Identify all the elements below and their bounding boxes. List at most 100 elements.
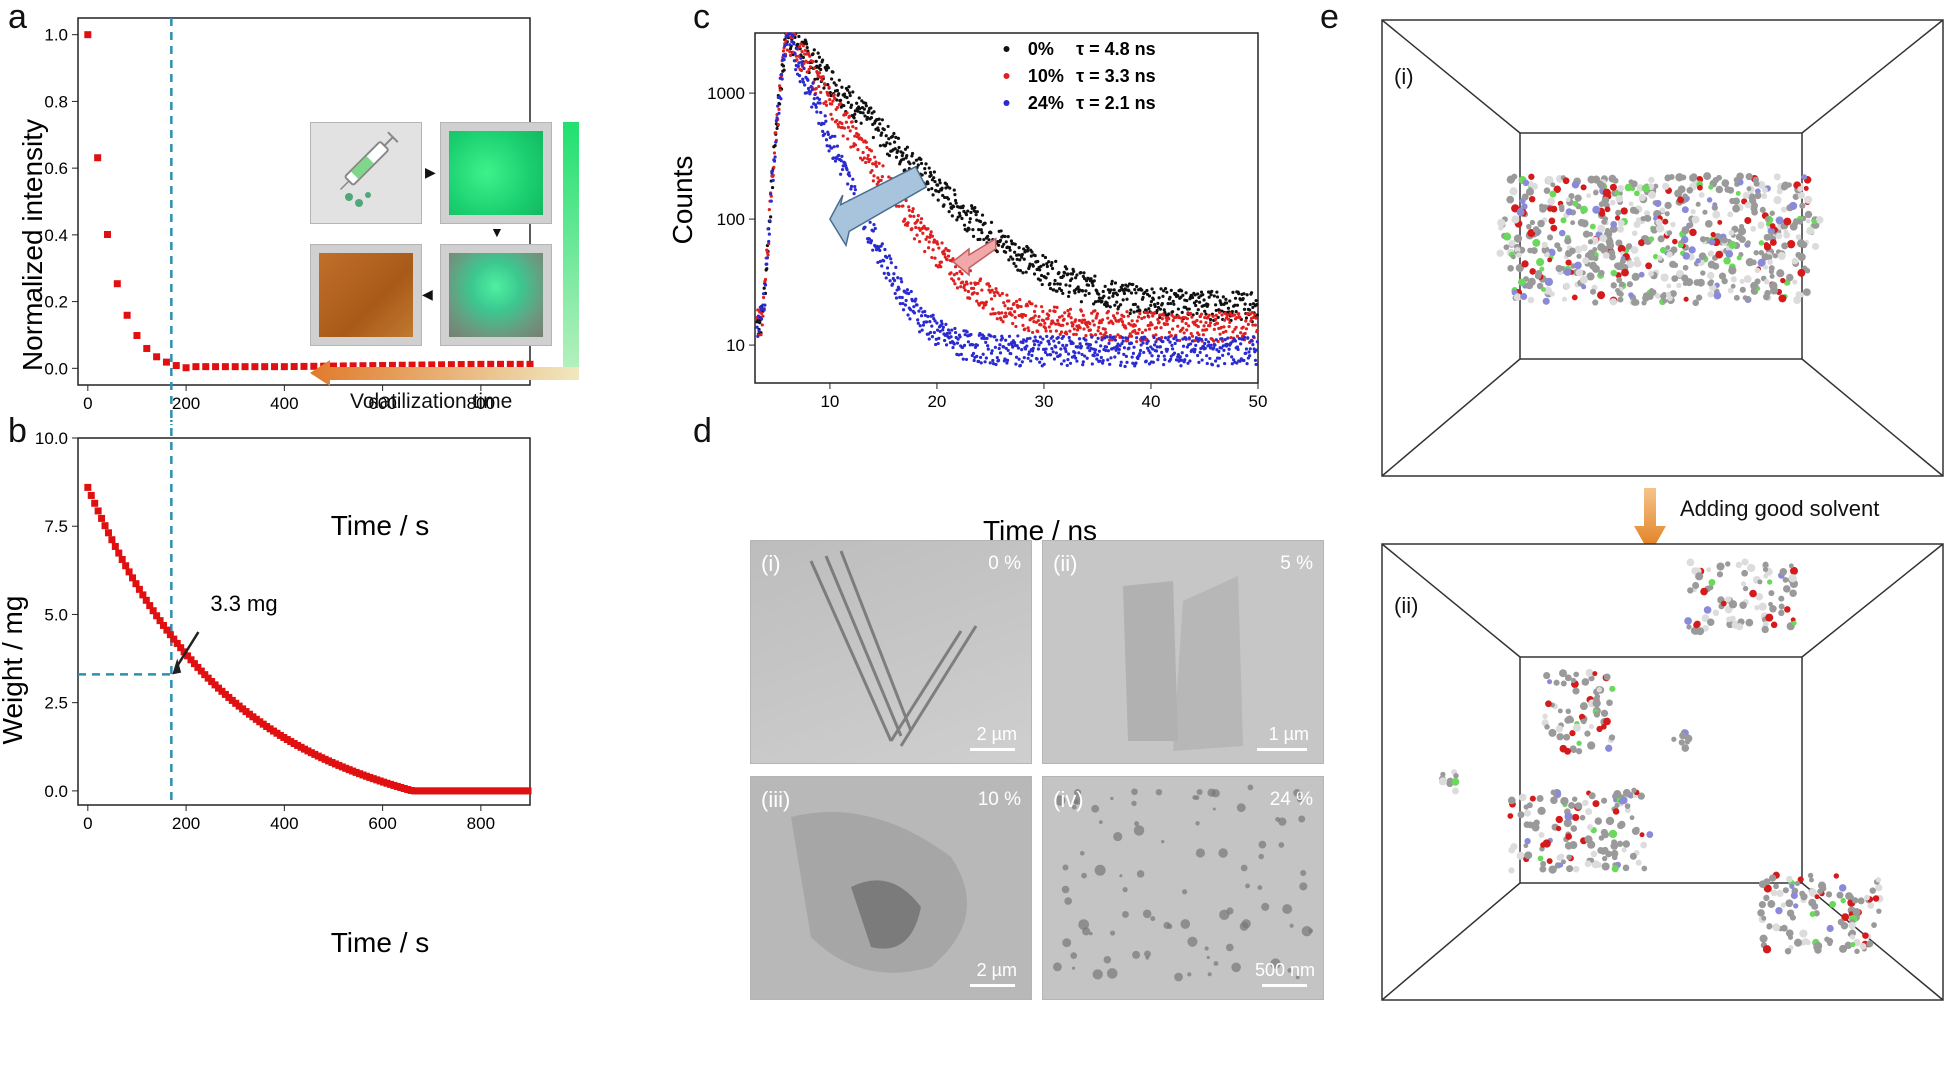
chart-c-point: [1130, 355, 1134, 359]
tem-particle: [1079, 850, 1085, 856]
chart-c-point: [894, 265, 898, 269]
chart-c-point: [1065, 322, 1069, 326]
chart-c-point: [1000, 291, 1005, 296]
molecule-atom: [1753, 180, 1760, 187]
chart-a-ytick-label: 0.4: [44, 226, 68, 245]
chart-c-point: [971, 351, 976, 356]
chart-c-point: [1002, 345, 1006, 349]
chart-c-point: [1092, 279, 1096, 283]
molecule-atom: [1769, 210, 1775, 216]
chart-c-point: [982, 237, 986, 242]
chart-c-point: [892, 278, 897, 283]
chart-c-point: [815, 77, 820, 81]
chart-c-point: [927, 240, 931, 244]
chart-c-point: [1249, 319, 1253, 323]
molecule-atom: [1763, 243, 1772, 251]
chart-c-point: [813, 77, 817, 81]
chart-c-point: [1036, 259, 1040, 264]
chart-c-point: [1197, 333, 1201, 337]
molecule-atom: [1597, 224, 1606, 233]
sim-bottom-label: (ii): [1394, 593, 1419, 618]
molecule-atom: [1616, 276, 1623, 283]
chart-c-point: [1049, 263, 1053, 268]
tem-particle: [1078, 919, 1090, 930]
chart-c-point: [759, 333, 763, 337]
chart-c-point: [969, 281, 973, 285]
chart-c-point: [1122, 291, 1127, 296]
chart-c-point: [1040, 273, 1044, 278]
chart-c-point: [1086, 283, 1091, 287]
molecule-atom: [1503, 244, 1510, 251]
chart-c-point: [1100, 335, 1104, 340]
chart-c-point: [1074, 332, 1078, 336]
chart-c-point: [1067, 312, 1071, 316]
molecule-atom: [1566, 865, 1574, 873]
molecule-atom: [1529, 219, 1536, 226]
chart-c-point: [1154, 333, 1158, 337]
molecule-atom: [1563, 819, 1572, 828]
tem-particle: [1299, 882, 1308, 891]
chart-c-point: [986, 282, 990, 286]
tem-particle: [1062, 864, 1069, 871]
chart-b-ytick-label: 7.5: [44, 517, 68, 536]
chart-c-point: [803, 48, 807, 53]
chart-c-point: [1020, 252, 1024, 257]
chart-c-point: [980, 213, 985, 217]
chart-c-point: [1033, 335, 1037, 339]
chart-c-point: [942, 203, 946, 207]
chart-c-point: [885, 255, 889, 260]
chart-c-point: [878, 144, 883, 148]
molecule-atom: [1720, 600, 1727, 607]
chart-c-point: [1023, 313, 1028, 318]
molecule-atom: [1631, 787, 1637, 793]
chart-c-point: [1160, 302, 1164, 306]
molecule-atom: [1735, 190, 1741, 196]
chart-c-point: [1201, 333, 1206, 337]
chart-c-point: [1082, 327, 1086, 331]
molecule-atom: [1631, 298, 1639, 306]
molecule-atom: [1728, 240, 1737, 249]
chart-c-point: [991, 362, 996, 366]
chart-c-point: [826, 93, 831, 97]
molecule-atom: [1602, 252, 1610, 259]
chart-c-point: [1072, 327, 1076, 331]
chart-c-point: [943, 338, 947, 343]
molecule-atom: [1605, 816, 1615, 826]
chart-b-xtick-label: 200: [172, 814, 200, 833]
chart-c-point: [824, 103, 829, 107]
chart-c-point: [820, 78, 824, 82]
chart-c-point: [1045, 262, 1049, 266]
chart-c-point: [1142, 350, 1146, 355]
chart-c-point: [931, 248, 935, 252]
molecule-atom: [1700, 270, 1706, 276]
chart-c-point: [957, 277, 961, 281]
molecule-atom: [1656, 255, 1663, 261]
chart-b-xtick-label: 0: [83, 814, 92, 833]
chart-c-point: [993, 345, 997, 349]
chart-c-point: [1184, 291, 1188, 295]
chart-c-point: [1059, 288, 1064, 293]
chart-c-point: [1186, 361, 1190, 365]
tem-ii-percent: 5 %: [1280, 553, 1313, 574]
chart-c-point: [763, 277, 768, 282]
chart-c-point: [1136, 315, 1141, 319]
chart-c-point: [1167, 335, 1171, 339]
molecule-atom: [1783, 585, 1791, 593]
chart-c-point: [1078, 326, 1082, 330]
chart-b-point: [87, 491, 95, 499]
chart-c-point: [1012, 301, 1016, 306]
molecule-atom: [1681, 206, 1689, 214]
chart-c-point: [1060, 314, 1064, 318]
chart-c-point: [944, 322, 948, 326]
chart-c-point: [779, 72, 784, 77]
chart-c-point: [1139, 343, 1143, 347]
tem-particle: [1236, 803, 1246, 813]
molecule-atom: [1600, 245, 1609, 254]
chart-c-point: [1071, 341, 1075, 345]
chart-c-point: [785, 42, 789, 46]
molecule-atom: [1616, 290, 1623, 297]
chart-b-point: [153, 612, 161, 620]
chart-c-point: [1129, 334, 1134, 338]
chart-c-point: [801, 55, 805, 60]
chart-c-point: [1133, 287, 1137, 292]
